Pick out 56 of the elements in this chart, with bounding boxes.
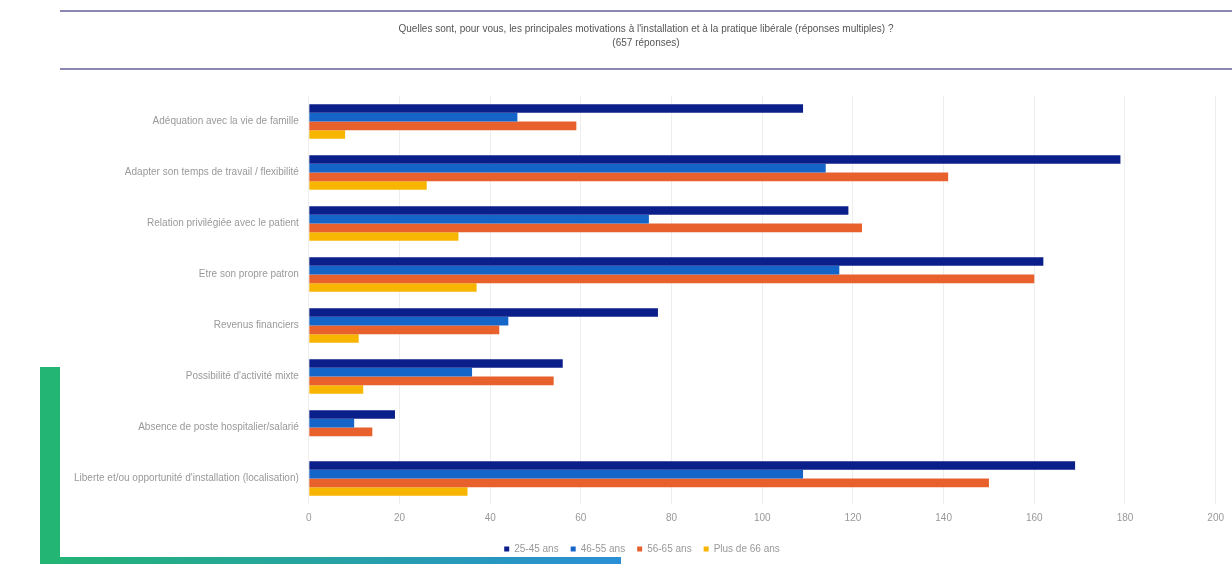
y-tick-label: Etre son propre patron [198, 268, 299, 280]
bar [309, 172, 949, 182]
chart-subtitle: (657 réponses) [611, 36, 681, 50]
x-tick-label: 200 [1207, 511, 1225, 523]
x-tick-label: 60 [575, 511, 587, 523]
bar [309, 274, 1035, 284]
legend-label: 56-65 ans [647, 542, 692, 554]
bar [309, 155, 1121, 164]
bar [309, 334, 359, 343]
bar [309, 283, 477, 292]
bar [309, 461, 1076, 470]
bar [309, 376, 554, 386]
bar [309, 418, 355, 428]
bar [309, 478, 989, 488]
bar [309, 427, 373, 437]
bar [309, 325, 500, 335]
y-tick-label: Revenus financiers [213, 319, 299, 331]
bar [309, 367, 473, 377]
x-tick-label: 160 [1025, 511, 1044, 523]
y-tick-label: Absence de poste hospitalier/salarié [138, 421, 300, 433]
bar [309, 206, 849, 215]
bar [309, 232, 459, 241]
bar [309, 316, 509, 326]
bar [309, 308, 658, 317]
x-tick-label: 80 [666, 511, 678, 523]
y-tick-label: Adéquation avec la vie de famille [152, 115, 300, 127]
bar [309, 223, 862, 233]
bar [309, 385, 364, 394]
bar [309, 130, 346, 139]
bar [309, 163, 826, 173]
bar [309, 257, 1044, 266]
x-tick-label: 0 [306, 511, 313, 523]
bar [309, 265, 840, 275]
bar [309, 181, 427, 190]
y-tick-label: Possibilité d'activité mixte [185, 370, 300, 382]
bar [309, 112, 518, 122]
x-tick-label: 100 [753, 511, 772, 523]
y-tick-label: Adapter son temps de travail / flexibilité [124, 166, 300, 178]
bar [309, 410, 395, 419]
x-tick-label: 40 [484, 511, 497, 523]
bar [309, 359, 563, 368]
legend-label: Plus de 66 ans [713, 542, 780, 554]
legend-label: 46-55 ans [580, 542, 626, 554]
x-tick-label: 20 [393, 511, 406, 523]
x-tick-label: 180 [1116, 511, 1134, 523]
y-tick-label: Liberte et/ou opportunité d'installation (localisation) [74, 472, 299, 484]
bar [309, 487, 468, 496]
bar [309, 121, 577, 131]
bar [309, 214, 649, 224]
x-tick-label: 120 [844, 511, 862, 523]
x-tick-label: 140 [935, 511, 953, 523]
legend-label: 25-45 ans [514, 542, 559, 554]
chart-title: Quelles sont, pour vous, les principales motivations à l'installation et à la pratique libérale (réponses multiples) ? [397, 22, 895, 36]
bar [309, 469, 804, 479]
bar [309, 104, 804, 113]
y-tick-label: Relation privilégiée avec le patient [147, 217, 300, 229]
